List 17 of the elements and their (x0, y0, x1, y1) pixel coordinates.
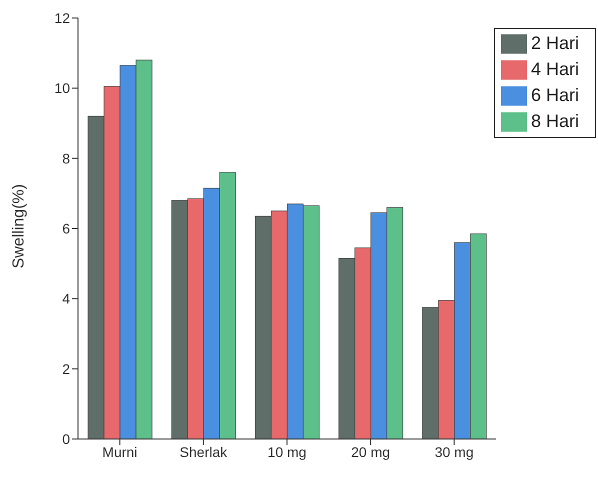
legend-label: 8 Hari (530, 110, 579, 131)
x-tick-label: 20 mg (351, 444, 390, 460)
y-tick-label: 0 (62, 430, 70, 447)
x-tick-label: 30 mg (434, 444, 474, 460)
y-tick-label: 8 (62, 150, 70, 166)
y-tick-label: 6 (62, 220, 70, 236)
y-axis-title: Swelling(%) (10, 184, 28, 268)
y-tick-label: 10 (54, 80, 70, 96)
x-tick-label: Sherlak (180, 444, 228, 460)
legend-label: 2 Hari (530, 32, 579, 53)
x-tick-label: Murni (102, 444, 138, 460)
legend-label: 6 Hari (530, 84, 579, 105)
y-tick-label: 2 (62, 360, 70, 377)
y-tick-label: 4 (62, 290, 70, 307)
legend-label: 4 Hari (530, 58, 579, 79)
x-tick-label: 10 mg (268, 444, 306, 460)
y-tick-label: 12 (54, 10, 70, 26)
